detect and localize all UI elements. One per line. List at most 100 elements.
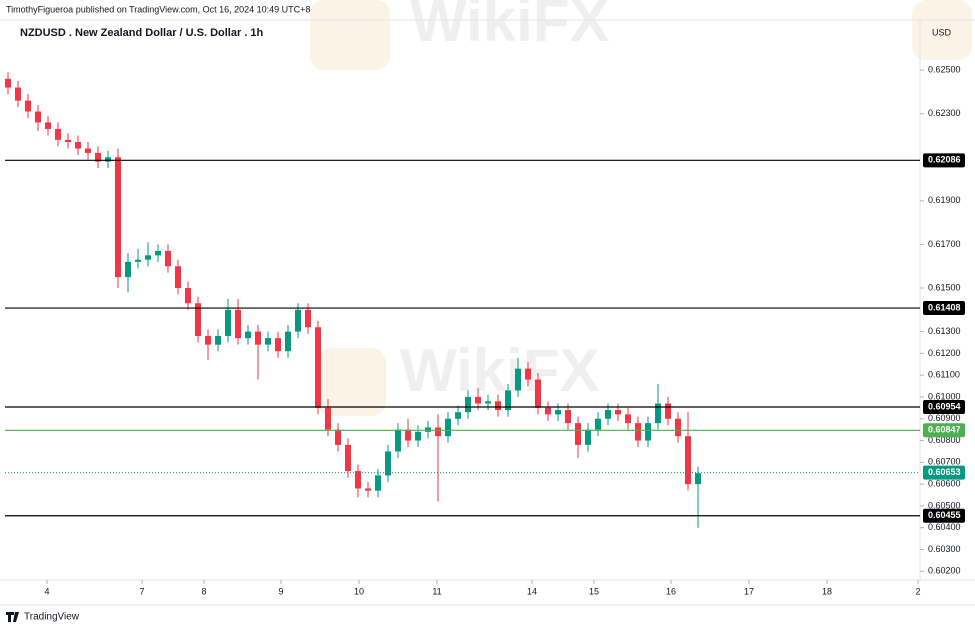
y-tick-label: 0.60500 [928, 500, 961, 510]
candle-body [215, 335, 221, 345]
candle-body [675, 418, 681, 437]
x-tick-label: 16 [666, 586, 676, 596]
candle-body [65, 139, 71, 143]
publisher-note: TimothyFigueroa published on TradingView… [6, 4, 310, 14]
x-tick-label: 15 [589, 586, 599, 596]
candle-body [5, 78, 11, 88]
footer-brand: TradingView [24, 612, 80, 623]
candle-body [425, 427, 431, 432]
level-label-box [923, 399, 965, 414]
candle-body [325, 407, 331, 430]
candle-body [685, 436, 691, 485]
watermark-logo [912, 0, 972, 60]
candle-body [125, 261, 131, 278]
candle-body [25, 100, 31, 112]
candle-body [165, 250, 171, 267]
candle-body [205, 335, 211, 345]
tradingview-logo [6, 612, 19, 622]
candle-body [495, 401, 501, 411]
candle-body [335, 429, 341, 445]
y-tick-label: 0.62500 [928, 64, 961, 74]
candle-body [615, 410, 621, 415]
y-tick-label: 0.61200 [928, 348, 961, 358]
level-label: 0.60847 [928, 425, 961, 435]
candle-body [45, 122, 51, 129]
candle-body [625, 414, 631, 424]
currency-label: USD [932, 27, 952, 37]
y-tick-label: 0.60700 [928, 457, 961, 467]
candle-body [95, 152, 101, 162]
candle-body [405, 429, 411, 441]
x-tick-label: 7 [139, 586, 144, 596]
candle-body [465, 396, 471, 413]
x-tick-label: 14 [527, 586, 537, 596]
level-label-box [923, 465, 965, 480]
level-label-box [923, 153, 965, 168]
candle-body [235, 309, 241, 339]
candle-body [255, 331, 261, 345]
candle-body [245, 331, 251, 339]
candle-body [195, 303, 201, 336]
candle-body [655, 403, 661, 424]
y-tick-label: 0.61100 [928, 370, 960, 380]
level-label-box [923, 301, 965, 316]
candle-body [535, 379, 541, 408]
candle-body [485, 401, 491, 404]
level-label-box [923, 508, 965, 523]
candle-body [515, 368, 521, 391]
candle-body [345, 444, 351, 472]
candle-body [175, 266, 181, 289]
y-tick-label: 0.60200 [928, 566, 961, 576]
candle-body [375, 475, 381, 491]
y-tick-label: 0.60900 [928, 413, 961, 423]
candle-body [155, 250, 161, 256]
candle-body [105, 157, 111, 162]
chart-title: NZDUSD . New Zealand Dollar / U.S. Dolla… [20, 27, 264, 39]
candle-body [315, 327, 321, 408]
candle-body [85, 148, 91, 153]
y-tick-label: 0.60800 [928, 435, 961, 445]
y-tick-label: 0.62300 [928, 108, 961, 118]
y-tick-label: 0.60400 [928, 522, 961, 532]
x-tick-label: 4 [44, 586, 49, 596]
candle-body [185, 288, 191, 304]
level-label-box [923, 423, 965, 438]
candle-body [455, 412, 461, 419]
candle-body [645, 423, 651, 441]
candle-body [75, 142, 81, 149]
candle-body [525, 368, 531, 380]
level-label: 0.60954 [928, 401, 961, 411]
candle-body [565, 410, 571, 424]
watermarks [310, 0, 972, 416]
x-tick-label: 8 [201, 586, 206, 596]
candle-body [665, 403, 671, 419]
x-tick-label: 9 [278, 586, 283, 596]
level-label: 0.62086 [928, 155, 961, 165]
candle-body [15, 87, 21, 101]
candle-body [385, 451, 391, 476]
level-label: 0.60653 [928, 467, 961, 477]
y-tick-label: 0.61300 [928, 326, 961, 336]
watermark-text: WikiFX [410, 0, 609, 54]
y-tick-label: 0.61700 [928, 239, 961, 249]
x-tick-label: 2 [915, 586, 920, 596]
candle-body [305, 309, 311, 328]
candle-body [395, 429, 401, 452]
candle-body [595, 418, 601, 430]
watermark-logo [318, 348, 386, 416]
candle-body [115, 157, 121, 278]
candle-body [365, 488, 371, 491]
candle-body [35, 111, 41, 123]
candle-body [585, 429, 591, 445]
candle-body [355, 471, 361, 489]
candle-body [605, 410, 611, 419]
candle-body [505, 390, 511, 411]
y-tick-label: 0.61900 [928, 195, 961, 205]
y-tick-label: 0.60600 [928, 478, 961, 488]
candle-body [635, 423, 641, 441]
y-tick-label: 0.61500 [928, 282, 961, 292]
candle-body [295, 309, 301, 332]
level-label: 0.61408 [928, 302, 961, 312]
